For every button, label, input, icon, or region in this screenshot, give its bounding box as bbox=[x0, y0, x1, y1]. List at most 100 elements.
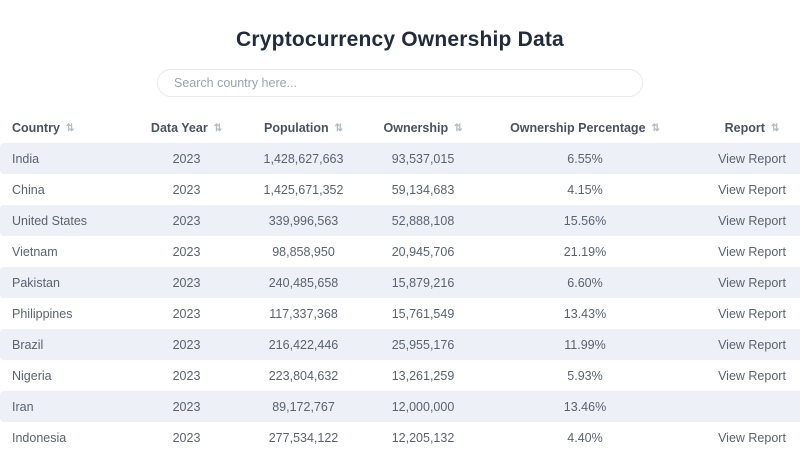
cell-ownership_percentage: 4.15% bbox=[567, 182, 603, 197]
sort-up-down-icon: ⇅ bbox=[65, 122, 75, 134]
table-row: China 2023 1,425,671,352 59,134,683 4.15% Vie… bbox=[0, 174, 800, 205]
cell-data_year: 2023 bbox=[172, 244, 201, 259]
cell-country: Vietnam bbox=[12, 244, 58, 259]
column-header-ownership_percentage[interactable]: Ownership Percentage ⇅ bbox=[484, 112, 686, 143]
cell-ownership_percentage: 13.43% bbox=[563, 306, 607, 321]
table-row: Philippines 2023 117,337,368 15,761,549 13.4… bbox=[0, 298, 800, 329]
cell-data_year: 2023 bbox=[172, 306, 201, 321]
view-report-link[interactable]: View Report bbox=[718, 244, 786, 259]
cell-report: View Report bbox=[686, 205, 800, 236]
table-body: India 2023 1,428,627,663 93,537,015 6.55% Vie… bbox=[0, 143, 800, 452]
cell-report: View Report bbox=[686, 329, 800, 360]
crypto-ownership-table: Country ⇅ Data Year ⇅ Population ⇅ Ownership ⇅ O… bbox=[0, 112, 800, 452]
cell-data_year: 2023 bbox=[128, 205, 245, 236]
cell-report: View Report bbox=[686, 267, 800, 298]
cell-population: 1,428,627,663 bbox=[245, 143, 362, 174]
sort-up-down-icon: ⇅ bbox=[651, 122, 660, 134]
table-row: Vietnam 2023 98,858,950 20,945,706 21.19% Vie… bbox=[0, 236, 800, 267]
cell-data_year: 2023 bbox=[128, 143, 245, 174]
sort-up-down-icon: ⇅ bbox=[334, 122, 343, 134]
cell-report bbox=[686, 391, 800, 422]
cell-data_year: 2023 bbox=[128, 329, 245, 360]
cell-population: 1,425,671,352 bbox=[263, 182, 344, 197]
cell-ownership_percentage: 6.55% bbox=[484, 143, 686, 174]
view-report-link[interactable]: View Report bbox=[718, 337, 786, 352]
cell-data_year: 2023 bbox=[128, 267, 245, 298]
cell-population: 89,172,767 bbox=[245, 391, 362, 422]
cell-ownership: 20,945,706 bbox=[391, 244, 455, 259]
cell-country: Nigeria bbox=[12, 368, 52, 383]
table-row: India 2023 1,428,627,663 93,537,015 6.55% Vie… bbox=[0, 143, 800, 174]
cell-country: Brazil bbox=[0, 329, 128, 360]
view-report-link[interactable]: View Report bbox=[718, 430, 786, 445]
cell-country: China bbox=[12, 182, 45, 197]
cell-report: View Report bbox=[686, 360, 800, 391]
cell-ownership: 52,888,108 bbox=[362, 205, 484, 236]
cell-population: 216,422,446 bbox=[245, 329, 362, 360]
cell-ownership: 15,879,216 bbox=[362, 267, 484, 298]
search-input[interactable] bbox=[157, 69, 643, 97]
cell-country: United States bbox=[0, 205, 128, 236]
cell-population: 223,804,632 bbox=[268, 368, 339, 383]
cell-ownership: 59,134,683 bbox=[391, 182, 455, 197]
cell-ownership: 15,761,549 bbox=[391, 306, 455, 321]
cell-ownership_percentage: 13.46% bbox=[484, 391, 686, 422]
cell-population: 277,534,122 bbox=[268, 430, 339, 445]
column-header-label: Data Year bbox=[150, 120, 208, 135]
cell-ownership: 12,000,000 bbox=[362, 391, 484, 422]
view-report-link[interactable]: View Report bbox=[718, 213, 786, 228]
cell-ownership: 93,537,015 bbox=[362, 143, 484, 174]
cell-report: View Report bbox=[686, 236, 800, 267]
table-row: Iran 2023 89,172,767 12,000,000 13.46% bbox=[0, 391, 800, 422]
column-header-label: Country bbox=[12, 120, 60, 135]
sort-up-down-icon: ⇅ bbox=[770, 122, 780, 134]
view-report-link[interactable]: View Report bbox=[718, 151, 786, 166]
column-header-label: Ownership Percentage bbox=[510, 120, 646, 135]
table-row: Pakistan 2023 240,485,658 15,879,216 6.60% Vi… bbox=[0, 267, 800, 298]
table-row: Nigeria 2023 223,804,632 13,261,259 5.93% Vie… bbox=[0, 360, 800, 391]
cell-report: View Report bbox=[686, 174, 800, 205]
table-header-row: Country ⇅ Data Year ⇅ Population ⇅ Ownership ⇅ O… bbox=[0, 112, 800, 143]
cell-ownership: 12,205,132 bbox=[391, 430, 455, 445]
cell-data_year: 2023 bbox=[128, 391, 245, 422]
cell-ownership: 25,955,176 bbox=[362, 329, 484, 360]
column-header-label: Population bbox=[264, 120, 329, 135]
column-header-label: Ownership bbox=[383, 120, 449, 135]
column-header-ownership[interactable]: Ownership ⇅ bbox=[362, 112, 484, 143]
cell-data_year: 2023 bbox=[172, 182, 201, 197]
cell-data_year: 2023 bbox=[172, 368, 201, 383]
table-row: United States 2023 339,996,563 52,888,108 15… bbox=[0, 205, 800, 236]
column-header-country[interactable]: Country ⇅ bbox=[0, 112, 128, 143]
cell-population: 98,858,950 bbox=[272, 244, 335, 259]
cell-ownership_percentage: 15.56% bbox=[484, 205, 686, 236]
table-row: Brazil 2023 216,422,446 25,955,176 11.99% Vie… bbox=[0, 329, 800, 360]
page-title: Cryptocurrency Ownership Data bbox=[236, 28, 564, 51]
column-header-population[interactable]: Population ⇅ bbox=[245, 112, 362, 143]
cell-report: View Report bbox=[686, 422, 800, 452]
view-report-link[interactable]: View Report bbox=[718, 275, 786, 290]
search-bar bbox=[0, 69, 800, 97]
cell-report: View Report bbox=[686, 298, 800, 329]
cell-country: India bbox=[0, 143, 128, 174]
view-report-link[interactable]: View Report bbox=[718, 306, 786, 321]
table-row: Indonesia 2023 277,534,122 12,205,132 4.40% V… bbox=[0, 422, 800, 452]
column-header-report[interactable]: Report ⇅ bbox=[686, 112, 800, 143]
cell-country: Iran bbox=[0, 391, 128, 422]
cell-data_year: 2023 bbox=[172, 430, 201, 445]
cell-ownership_percentage: 4.40% bbox=[567, 430, 603, 445]
cell-ownership_percentage: 21.19% bbox=[563, 244, 607, 259]
column-header-data_year[interactable]: Data Year ⇅ bbox=[128, 112, 245, 143]
cell-population: 339,996,563 bbox=[245, 205, 362, 236]
view-report-link[interactable]: View Report bbox=[718, 368, 786, 383]
cell-report: View Report bbox=[686, 143, 800, 174]
cell-country: Pakistan bbox=[0, 267, 128, 298]
sort-up-down-icon: ⇅ bbox=[213, 122, 223, 134]
column-header-label: Report bbox=[724, 120, 765, 135]
cell-country: Philippines bbox=[12, 306, 73, 321]
cell-ownership_percentage: 5.93% bbox=[567, 368, 603, 383]
cell-ownership_percentage: 11.99% bbox=[484, 329, 686, 360]
cell-ownership_percentage: 6.60% bbox=[484, 267, 686, 298]
view-report-link[interactable]: View Report bbox=[718, 182, 786, 197]
cell-population: 240,485,658 bbox=[245, 267, 362, 298]
cell-ownership: 13,261,259 bbox=[391, 368, 455, 383]
